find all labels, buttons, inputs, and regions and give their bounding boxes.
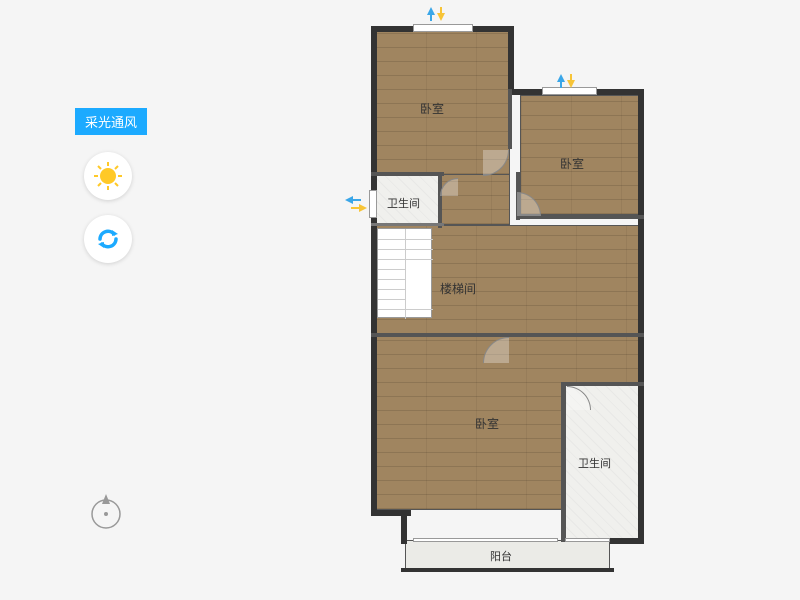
refresh-icon [94,225,122,253]
sun-button[interactable] [84,152,132,200]
window [413,24,473,32]
airflow-topright [553,72,583,90]
window [369,190,377,218]
bathroom-bottom-label: 卫生间 [578,455,611,471]
balcony-label: 阳台 [490,548,512,564]
airflow-left [343,192,369,218]
bedroom-tl-label: 卧室 [420,100,444,117]
bedroom-bottom-label: 卧室 [475,415,499,432]
refresh-button[interactable] [84,215,132,263]
airflow-top [423,5,453,23]
daylight-ventilation-label: 采光通风 [75,108,147,135]
window [565,538,610,542]
sun-icon [92,160,124,192]
window [413,538,558,542]
bedroom-tr-label: 卧室 [560,155,584,172]
stairs [377,228,432,318]
compass-icon [85,490,127,532]
floorplan: 卧室 卧室 卫生间 楼梯间 卧室 卫生间 [335,10,665,590]
stairwell-label: 楼梯间 [440,280,476,297]
bathroom-top-label: 卫生间 [387,195,420,211]
